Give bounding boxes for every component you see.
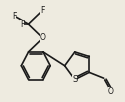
Text: F: F — [40, 6, 45, 15]
Text: S: S — [72, 75, 77, 84]
Text: F: F — [12, 12, 16, 21]
Text: F: F — [20, 20, 24, 29]
Text: O: O — [40, 33, 46, 43]
Text: O: O — [108, 87, 114, 96]
